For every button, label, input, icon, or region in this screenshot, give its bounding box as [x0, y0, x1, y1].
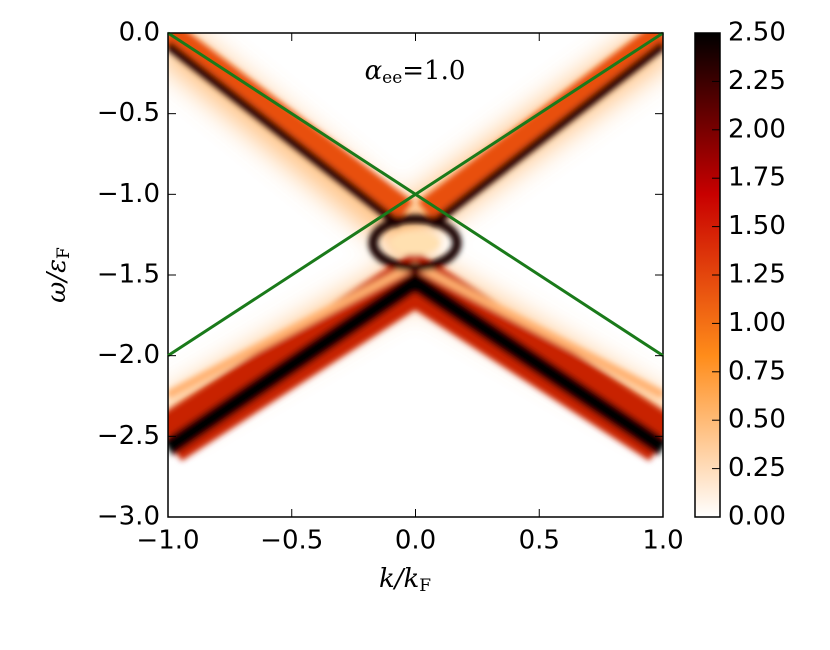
colorbar-tick-label: 1.75: [728, 163, 786, 193]
colorbar-tick-label: 2.25: [728, 66, 786, 96]
y-tick-label: −2.0: [97, 340, 160, 370]
colorbar-tick-label: 0.25: [728, 453, 786, 483]
y-axis-label: ω/εF: [42, 247, 74, 303]
colorbar-tick-label: 0.50: [728, 405, 786, 435]
x-tick-label: 1.0: [642, 526, 683, 556]
y-tick-label: −3.0: [97, 502, 160, 532]
x-tick-label: −1.0: [136, 526, 199, 556]
x-tick-label: 0.5: [519, 526, 560, 556]
line: [167, 31, 664, 357]
heatmap: [168, 33, 663, 517]
y-tick-label: −2.5: [97, 421, 160, 451]
y-tick-label: −1.0: [97, 179, 160, 209]
colorbar-tick-label: 1.25: [728, 260, 786, 290]
x-tick-label: 0.0: [395, 526, 436, 556]
colorbar-tick-label: 0.75: [728, 356, 786, 386]
colorbar-tick-label: 0.00: [728, 502, 786, 532]
colorbar-tick-label: 1.50: [728, 211, 786, 241]
y-tick-label: −0.5: [97, 98, 160, 128]
annotation: αee=1.0: [365, 56, 466, 88]
colorbar-tick-label: 2.50: [728, 18, 786, 48]
x-axis-label: k/kF: [379, 564, 431, 596]
y-tick-label: 0.0: [119, 18, 160, 48]
colorbar-tick-label: 2.00: [728, 114, 786, 144]
y-tick-label: −1.5: [97, 260, 160, 290]
x-tick-label: −0.5: [260, 526, 323, 556]
colorbar-tick-label: 1.00: [728, 308, 786, 338]
